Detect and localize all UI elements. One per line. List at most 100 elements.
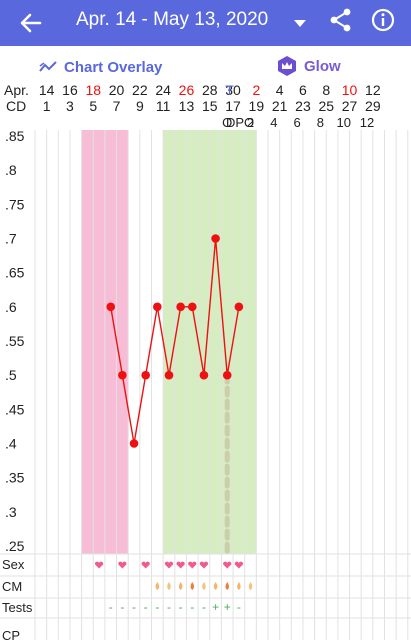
date-label: 28 [202,84,218,98]
dpo-value: 6 [294,115,301,130]
drop-icon [237,582,241,590]
chart-toolbar: Chart Overlay Glow [0,46,411,86]
cycle-day-label: 13 [179,98,195,114]
temperature-polyline [110,238,240,444]
test-result-marker: - [155,600,159,614]
cycle-day-label: 25 [318,98,334,114]
test-result-marker: + [212,600,219,614]
drop-icon [248,582,253,590]
share-icon[interactable] [327,6,355,34]
drop-icon [225,582,229,590]
y-tick-label: .85 [5,128,25,144]
date-range-title[interactable]: Apr. 14 - May 13, 2020 [76,9,269,30]
drop-icon [155,582,160,590]
test-markers: - - - - - - - - - + + - [109,600,241,614]
y-tick-label: .45 [5,401,25,417]
y-tick-label: .25 [5,538,25,554]
drop-icon [167,582,171,590]
test-result-marker: - [237,600,241,614]
date-label: 20 [109,84,125,98]
sex-row-label: Sex [2,557,25,572]
temperature-point[interactable] [106,302,116,312]
cycle-day-label: 19 [249,98,265,114]
temperature-point[interactable] [222,370,232,380]
y-tick-label: .75 [5,196,25,212]
test-result-marker: - [109,600,113,614]
test-result-marker: - [144,600,148,614]
date-label: 14 [39,84,55,98]
glow-button[interactable]: Glow [276,54,341,78]
temperature-point[interactable] [176,302,185,312]
tracking-rows: Sex CM Tests CP [2,557,33,640]
temperature-point[interactable] [153,302,162,312]
sex-markers [94,561,244,569]
date-label: 22 [132,84,148,98]
heart-icon [199,561,209,569]
temperature-point[interactable] [211,234,220,243]
dpo-label: DPO [226,115,254,130]
date-label: 30 [225,84,241,98]
temperature-point[interactable] [187,302,197,312]
date-label: 24 [155,84,171,98]
test-result-marker: - [202,600,206,614]
y-tick-label: .8 [5,162,17,178]
date-label: 6 [299,84,307,98]
dpo-value: 4 [270,115,277,130]
temperature-point[interactable] [118,370,127,380]
temperature-point[interactable] [129,439,139,448]
y-tick-label: .5 [5,367,17,383]
y-tick-label: .65 [5,265,25,281]
drop-icon [213,582,218,590]
temperature-point[interactable] [234,302,244,312]
heart-icon [234,561,244,569]
caret-down-icon[interactable] [290,13,310,33]
y-tick-label: .6 [5,299,17,315]
date-label: 26 [179,84,195,98]
arrow-left-icon[interactable] [14,6,48,40]
cycle-day-label: 29 [365,98,381,114]
test-result-marker: - [179,600,183,614]
y-tick-label: .4 [5,436,17,452]
chart-header-rows: Apr. CD DPO [4,84,254,130]
date-label: 4 [276,84,284,98]
date-label: 16 [62,84,78,98]
cycle-day-label: 23 [295,98,311,114]
date-label: 18 [85,84,101,98]
cycle-day-label: 17 [225,98,241,114]
drop-icon [202,582,206,590]
heart-icon [164,561,174,569]
cycle-day-label: 9 [136,98,144,114]
y-axis-ticks: .85 .8 .75 .7 .65 .6 .55 .5 .45 .4 .35 .3 .25 [5,128,25,554]
heart-icon [223,561,232,569]
dpo-value: O [222,115,232,130]
tests-row-label: Tests [2,600,33,615]
y-tick-label: .7 [5,231,17,247]
temperature-points[interactable] [106,234,244,448]
chart-overlay-button[interactable]: Chart Overlay [38,56,162,78]
glow-label: Glow [304,57,341,75]
date-label: 2 [252,84,260,98]
top-app-bar: Apr. 14 - May 13, 2020 [0,0,411,46]
drop-icon [178,582,183,590]
chart-line-icon [39,61,57,72]
cp-row-label: CP [2,628,20,640]
dpo-value: 10 [336,115,350,130]
cycle-day-label: 1 [43,98,51,114]
fertility-chart[interactable]: Apr. CD DPO 14 16 18 20 22 24 26 28 30 2 4 6 8 10 12T … [0,84,411,640]
dpo-value: 2 [247,115,254,130]
cm-row-label: CM [2,579,22,594]
temperature-point[interactable] [141,370,150,380]
heart-icon [118,561,127,569]
temperature-point[interactable] [199,370,209,380]
chart-gridlines [0,130,411,640]
date-label: 8 [322,84,330,98]
test-result-marker: - [167,600,171,614]
info-icon[interactable] [369,6,397,34]
drop-icon [190,582,195,590]
dpo-value: 12 [360,115,374,130]
date-label: 10 [342,84,358,98]
heart-icon [176,561,185,569]
crown-icon [278,56,296,76]
test-result-marker: - [190,600,194,614]
temperature-point[interactable] [164,370,174,380]
